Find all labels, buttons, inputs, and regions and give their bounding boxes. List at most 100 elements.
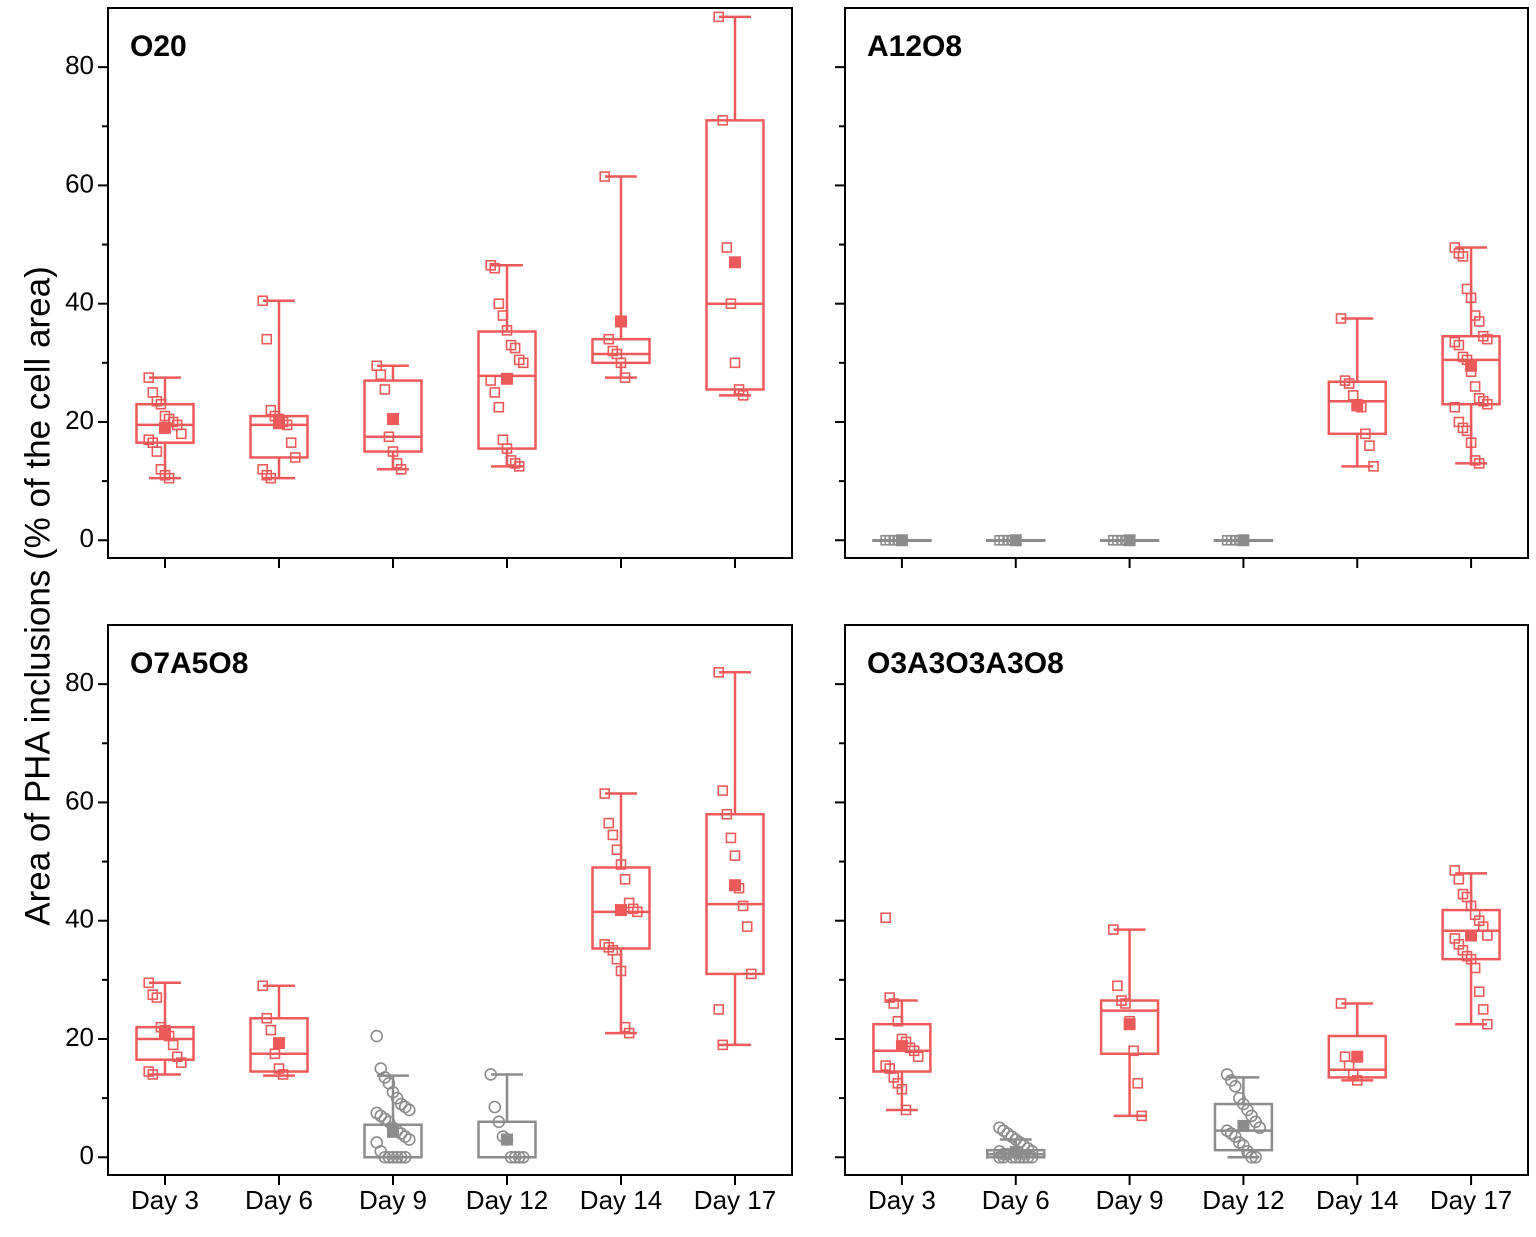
data-point [1253,1121,1266,1134]
box-group [477,259,537,472]
data-point [603,817,615,829]
data-point [737,390,749,401]
mean-marker [1123,534,1136,547]
y-tick-label: 80 [65,50,94,80]
data-point [512,1150,526,1164]
mean-marker [1123,1018,1136,1031]
data-point [1469,962,1481,974]
data-point [1025,1150,1039,1164]
data-point [501,325,513,336]
box-group [1327,998,1387,1086]
box-group [1099,534,1160,547]
data-point [607,829,619,841]
data-point [395,463,407,475]
x-tick-label: Day 3 [868,1185,936,1215]
data-point [1453,339,1465,351]
mean-marker [615,904,627,917]
box-group [1213,534,1274,547]
data-point [1021,1150,1035,1164]
data-point [508,1150,522,1164]
data-point [599,788,611,799]
data-point [997,1150,1010,1164]
data-point [509,342,521,354]
mean-marker [1351,399,1364,412]
data-point [163,472,175,484]
data-point [1108,924,1119,935]
panel-2: 0 20 40 60 80 Day 3 Day 6 Day 9 Day 12 Day 14 Day … [65,624,793,1215]
data-point [729,850,741,861]
data-point [611,844,623,856]
box-group [591,171,651,383]
data-point [623,1027,635,1039]
data-point [289,452,301,463]
data-point [615,357,627,369]
data-point [1473,458,1485,469]
x-tick-label: Day 14 [1316,1185,1398,1215]
data-point [717,115,729,126]
y-tick-label: 0 [80,523,94,553]
data-point [1360,428,1371,440]
mean-marker [1465,929,1478,942]
box-group [1441,242,1501,469]
y-tick-label: 20 [65,1022,94,1052]
data-point [175,428,187,440]
box-group [986,534,1046,547]
mean-marker [615,315,627,328]
data-point [1465,437,1477,448]
x-tick-label: Day 12 [1202,1185,1284,1215]
panel-3: Day 3 Day 6 Day 9 Day 12 Day 14 Day 17 O3A3O3A… [835,624,1529,1215]
mean-marker [273,1037,285,1050]
data-point [615,965,627,977]
data-point [265,1024,277,1036]
box-group [1213,1068,1274,1164]
data-point [489,262,501,274]
data-point [492,1115,506,1129]
mean-marker [729,256,741,269]
data-point [713,11,725,23]
data-point [390,1150,404,1164]
panel-frame [107,7,793,559]
data-point [489,387,501,398]
data-point [147,387,159,398]
data-point [993,1150,1006,1164]
box-group [1441,865,1501,1030]
data-point [257,295,269,307]
data-point [888,998,900,1009]
data-point [504,1150,518,1164]
mean-marker [1009,534,1022,547]
data-point [611,953,623,965]
box-group [135,977,195,1080]
data-point [1482,333,1493,345]
data-point [1249,1150,1262,1164]
data-point [378,1150,392,1164]
panel-1: A12O8 [835,7,1529,568]
data-point [285,437,297,448]
box-iqr [1441,334,1501,406]
box-iqr [1327,380,1387,436]
data-point [493,298,505,309]
data-point [721,808,733,820]
data-point [741,921,753,932]
data-point [619,372,631,383]
data-point [370,1029,384,1043]
data-point [375,369,387,380]
data-point [167,1039,179,1051]
data-point [880,912,891,924]
data-point [516,1150,530,1164]
data-point [1335,313,1347,324]
x-tick-label: Day 9 [359,1185,427,1215]
data-point [1364,440,1375,451]
data-point [1473,316,1485,327]
data-point [1473,986,1485,997]
data-point [277,1069,289,1080]
x-tick-label: Day 3 [131,1185,199,1215]
mean-marker [387,413,399,426]
data-point [725,298,737,309]
y-tick-label: 60 [65,168,94,198]
data-point [892,1015,904,1027]
data-point [143,977,155,989]
data-point [1347,390,1359,401]
x-tick-label: Day 6 [982,1185,1050,1215]
data-point [269,1048,281,1060]
